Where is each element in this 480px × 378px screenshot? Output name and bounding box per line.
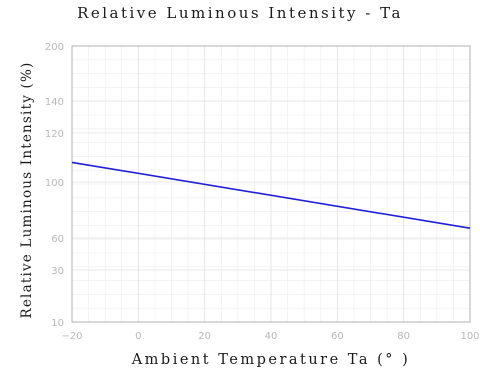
y-tick-label: 100 xyxy=(45,178,64,189)
y-tick-labels: 200 140 120 100 60 30 10 xyxy=(45,42,64,329)
x-tick-label: 80 xyxy=(397,331,410,342)
plot-frame xyxy=(71,45,471,323)
y-tick-label: 120 xyxy=(45,129,64,140)
series-layer xyxy=(71,161,471,229)
x-tick-label: 40 xyxy=(265,331,278,342)
x-tick-labels: −20 0 20 40 60 80 100 xyxy=(61,331,479,342)
x-tick-label: 20 xyxy=(198,331,211,342)
x-tick-label: −20 xyxy=(61,331,82,342)
series-line xyxy=(71,161,471,229)
y-tick-label: 60 xyxy=(51,234,64,245)
y-tick-label: 140 xyxy=(45,97,64,108)
x-tick-label: 60 xyxy=(331,331,344,342)
y-tick-label: 10 xyxy=(51,318,64,329)
x-axis-title: Ambient Temperature Ta (° ) xyxy=(131,352,411,368)
y-tick-label: 200 xyxy=(45,42,64,53)
x-tick-label: 100 xyxy=(460,331,479,342)
y-tick-label: 30 xyxy=(51,266,64,277)
chart-title: Relative Luminous Intensity - Ta xyxy=(77,4,403,22)
x-tick-label: 0 xyxy=(135,331,141,342)
